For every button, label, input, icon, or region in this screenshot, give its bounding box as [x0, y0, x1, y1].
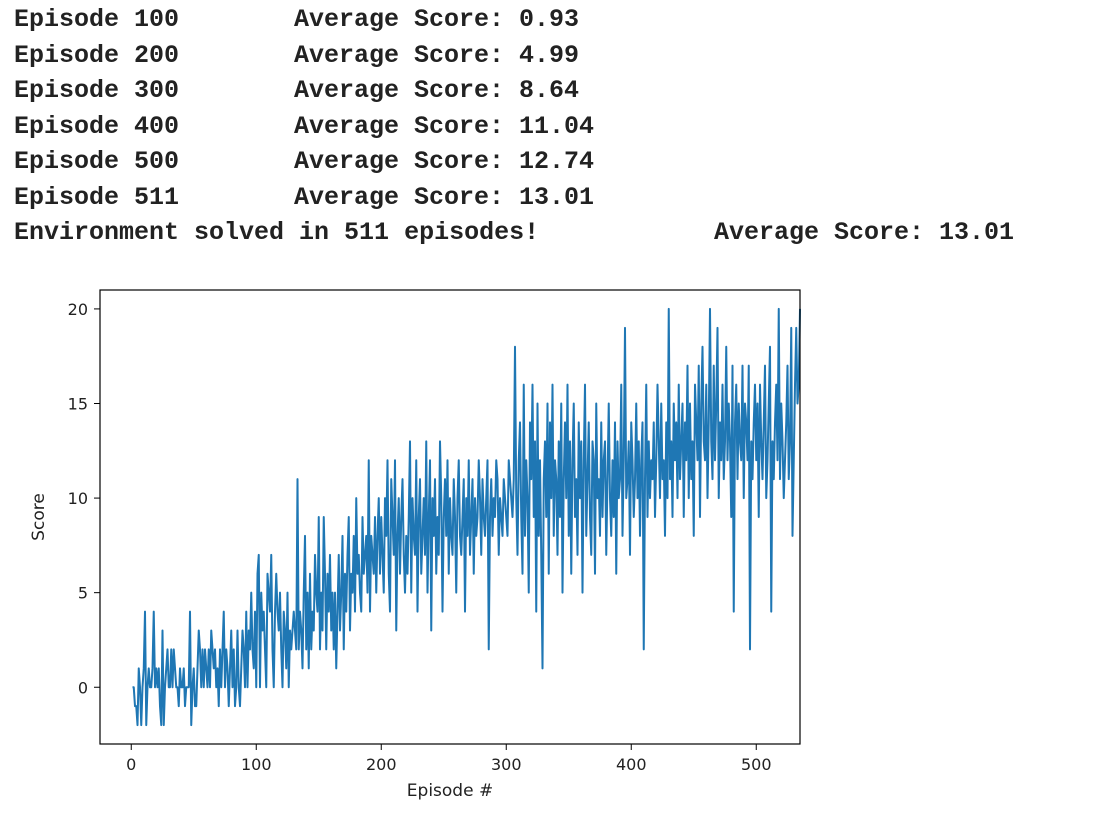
score-chart: 0 100 200 300 400 500 0 5 10 15 20 Episode # Score — [0, 260, 820, 824]
log-average: Average Score: 11.04 — [294, 111, 595, 141]
log-episode: Episode 200 — [14, 40, 180, 70]
log-line: Episode 100 Average Score: 0.93 — [14, 2, 1014, 38]
log-episode: Episode 511 — [14, 182, 180, 212]
y-tick-label: 5 — [78, 584, 88, 603]
y-axis-label: Score — [29, 493, 49, 541]
x-tick-label: 400 — [616, 755, 647, 774]
log-average: Average Score: 8.64 — [294, 76, 580, 105]
log-line: Episode 200 Average Score: 4.99 — [14, 38, 1014, 74]
x-tick-label: 300 — [491, 755, 522, 774]
y-tick-label: 10 — [68, 489, 88, 508]
log-episode: Episode 100 — [14, 5, 180, 34]
log-solved-line: Environment solved in 511 episodes! Avera… — [14, 215, 1014, 251]
log-episode: Episode 500 — [14, 147, 180, 176]
x-tick-label: 500 — [741, 755, 772, 774]
log-episode: Episode 400 — [14, 111, 180, 141]
log-average: Average Score: 12.74 — [294, 147, 595, 176]
log-average: Average Score: 13.01 — [294, 182, 595, 212]
score-chart-svg: 0 100 200 300 400 500 0 5 10 15 20 Episode # Score — [29, 289, 801, 801]
axes-frame — [99, 289, 801, 745]
score-series-line — [132, 307, 801, 727]
x-axis-label: Episode # — [407, 781, 493, 801]
log-average: Average Score: 0.93 — [294, 5, 580, 34]
x-tick-label: 0 — [126, 755, 136, 774]
log-solved-message: Environment solved in 511 episodes! — [14, 218, 540, 247]
y-tick-label: 15 — [68, 395, 88, 414]
console-output: Episode 100 Average Score: 0.93 Episode 20… — [14, 2, 1014, 251]
log-line: Episode 300 Average Score: 8.64 — [14, 73, 1014, 109]
x-tick-label: 200 — [366, 755, 397, 774]
x-tick-label: 100 — [241, 755, 272, 774]
log-line: Episode 400 Average Score: 11.04 — [14, 109, 1014, 145]
y-tick-label: 20 — [68, 300, 88, 319]
log-line: Episode 500 Average Score: 12.74 — [14, 144, 1014, 180]
log-average: Average Score: 4.99 — [294, 40, 580, 70]
log-solved-average: Average Score: 13.01 — [714, 218, 1015, 247]
y-tick-label: 0 — [78, 678, 88, 697]
log-episode: Episode 300 — [14, 76, 180, 105]
log-line: Episode 511 Average Score: 13.01 — [14, 180, 1014, 216]
